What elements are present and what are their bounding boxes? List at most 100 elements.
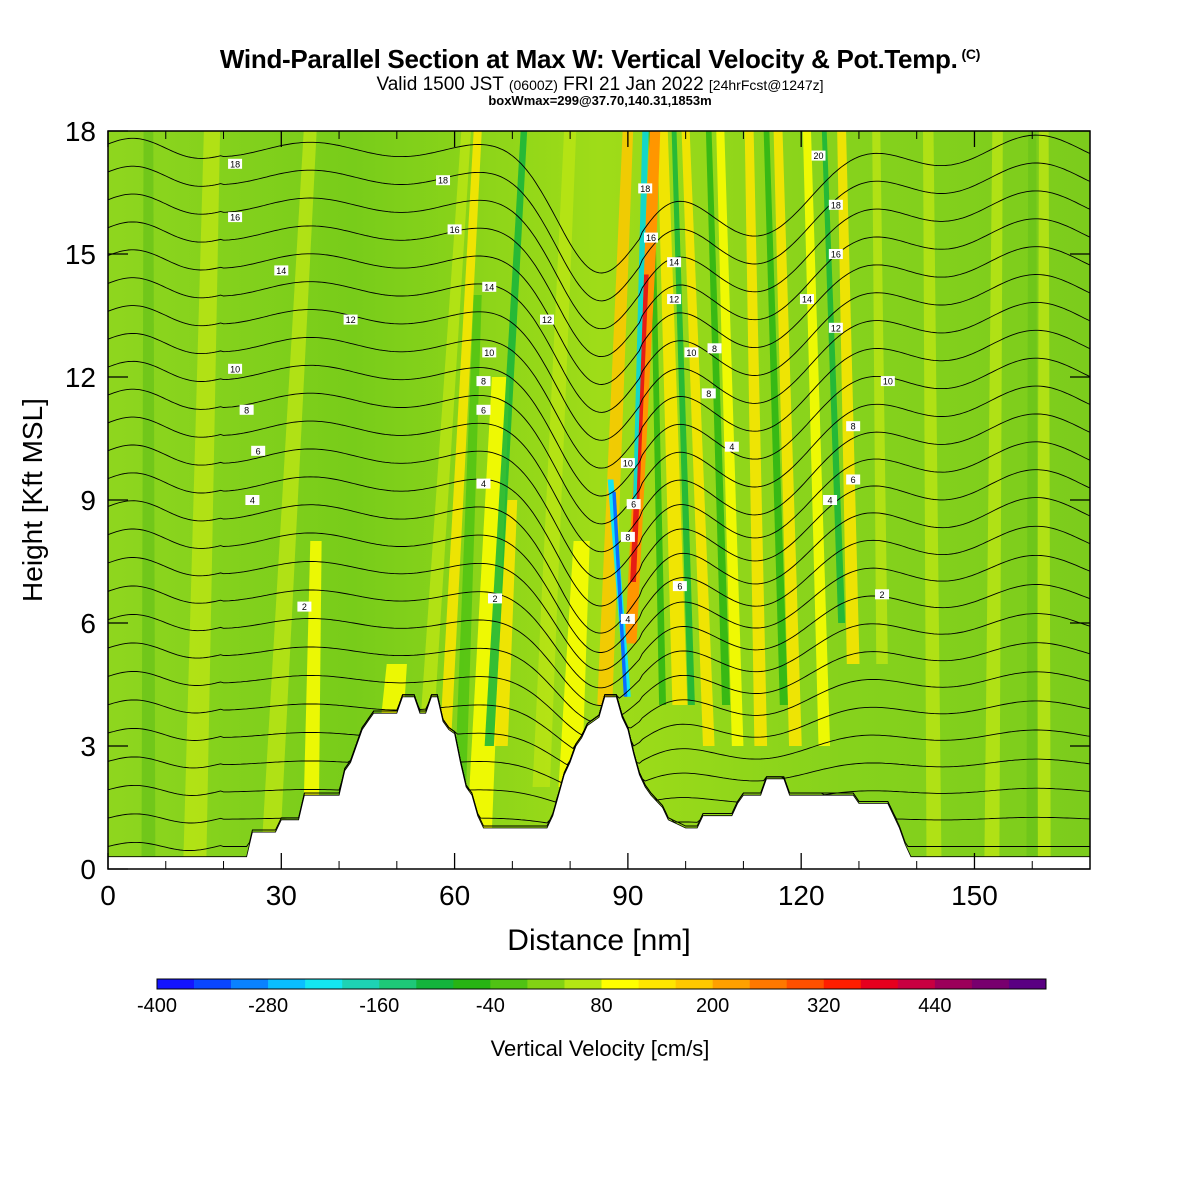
contour-label-bg [626, 499, 641, 510]
colorbar-tick-label: 320 [807, 995, 840, 1017]
colorbar-tick-label: 440 [918, 995, 951, 1017]
colorbar: -400 -280 -160 -40 80 200 320 440 [137, 978, 1047, 1017]
contour-label: 10 [684, 347, 699, 358]
contour-label: 10 [482, 347, 497, 358]
theta-contour [108, 357, 1090, 497]
theta-contour [108, 584, 1090, 689]
colorbar-swatch [601, 979, 639, 989]
velocity-band [141, 131, 156, 869]
contour-label: 6 [846, 474, 861, 485]
velocity-band [558, 541, 590, 787]
x-tick-label: 120 [778, 880, 825, 911]
theta-contour [108, 162, 1090, 302]
colorbar-tick-label: -280 [248, 995, 288, 1017]
contour-label-text: 6 [481, 405, 486, 415]
downdraft-core [612, 491, 628, 697]
contour-label-bg [488, 593, 503, 604]
colorbar-swatch [416, 979, 454, 989]
contour-label: 10 [228, 363, 243, 374]
x-axis-label: Distance [nm] [507, 924, 690, 957]
colorbar-swatch [268, 979, 306, 989]
contour-label-text: 8 [851, 422, 856, 432]
colorbar-swatch [194, 979, 232, 989]
colorbar-swatch [490, 979, 528, 989]
theta-contour [108, 301, 1090, 441]
colorbar-tick-label: 200 [696, 995, 729, 1017]
contour-label-text: 10 [686, 348, 696, 358]
contour-label-bg [724, 441, 739, 452]
contour-label-text: 12 [831, 323, 841, 333]
contour-label-text: 4 [729, 442, 734, 452]
contour-label: 4 [823, 495, 838, 506]
y-axis-label: Height [Kft MSL] [17, 398, 48, 602]
axes: 0 30 60 90 120 150 0 3 6 9 12 15 18 Distance [nm] Heig… [17, 116, 1090, 957]
contour-label-bg [828, 199, 843, 210]
chart-title: Wind-Parallel Section at Max W: Vertical… [219, 44, 981, 74]
contour-label: 6 [626, 499, 641, 510]
y-tick-label: 6 [80, 608, 96, 639]
y-tick-label: 3 [80, 731, 96, 762]
contour-label-bg [701, 388, 716, 399]
contour-label-bg [239, 404, 254, 415]
contour-label-text: 12 [346, 315, 356, 325]
contour-label-bg [436, 175, 451, 186]
contour-label: 2 [488, 593, 503, 604]
contour-label-text: 10 [484, 348, 494, 358]
contour-label-bg [875, 589, 890, 600]
velocity-band [872, 131, 888, 664]
velocity-band [260, 131, 317, 869]
velocity-band [532, 131, 577, 787]
contour-label-text: 16 [230, 213, 240, 223]
contour-label-bg [228, 212, 243, 223]
contour-label-bg [540, 314, 555, 325]
contour-label-text: 4 [481, 479, 486, 489]
velocity-band [802, 131, 831, 746]
colorbar-swatch [638, 979, 676, 989]
contour-label-text: 18 [831, 200, 841, 210]
contour-label: 8 [476, 376, 491, 387]
contour-label: 18 [436, 175, 451, 186]
velocity-band [681, 131, 715, 746]
contour-label-text: 2 [880, 590, 885, 600]
contour-label: 16 [447, 224, 462, 235]
velocity-band [821, 131, 846, 623]
plot-area: 18 16 14 12 10 8 6 4 2 18 16 14 12 10 8 6 4 2 18 16 14 12 10 8 8… [108, 131, 1090, 869]
contour-label-bg [846, 474, 861, 485]
colorbar-swatch [157, 979, 195, 989]
contour-label-text: 16 [831, 250, 841, 260]
contour-label: 16 [228, 212, 243, 223]
colorbar-tick-label: 80 [590, 995, 612, 1017]
colorbar-swatch [712, 979, 750, 989]
theta-contour [108, 469, 1090, 607]
contour-label-bg [476, 478, 491, 489]
colorbar-tick-label: -160 [359, 995, 399, 1017]
contour-label-text: 8 [712, 344, 717, 354]
colorbar-label: Vertical Velocity [cm/s] [490, 1036, 710, 1061]
contour-label-text: 18 [230, 159, 240, 169]
contour-label: 20 [811, 150, 826, 161]
contour-label-text: 6 [851, 475, 856, 485]
x-tick-label: 60 [439, 880, 470, 911]
contour-label-text: 2 [302, 602, 307, 612]
contour-label: 10 [620, 458, 635, 469]
contour-label-bg [620, 613, 635, 624]
colorbar-swatch [1008, 979, 1047, 989]
contour-label-bg [228, 158, 243, 169]
contour-label-bg [684, 347, 699, 358]
contour-label-text: 14 [669, 258, 679, 268]
velocity-band [493, 500, 518, 746]
colorbar-frame [156, 978, 1047, 990]
contour-label: 6 [476, 404, 491, 415]
colorbar-tick-label: -40 [476, 995, 505, 1017]
velocity-band [418, 131, 471, 746]
contour-label-text: 10 [883, 377, 893, 387]
contour-label-text: 16 [450, 225, 460, 235]
contour-label-bg [297, 601, 312, 612]
colorbar-swatch [231, 979, 269, 989]
contour-label: 8 [239, 404, 254, 415]
contour-label: 8 [701, 388, 716, 399]
contour-label-text: 14 [484, 282, 494, 292]
contour-label-bg [880, 376, 895, 387]
contour-label: 14 [274, 265, 289, 276]
contour-label: 2 [875, 589, 890, 600]
